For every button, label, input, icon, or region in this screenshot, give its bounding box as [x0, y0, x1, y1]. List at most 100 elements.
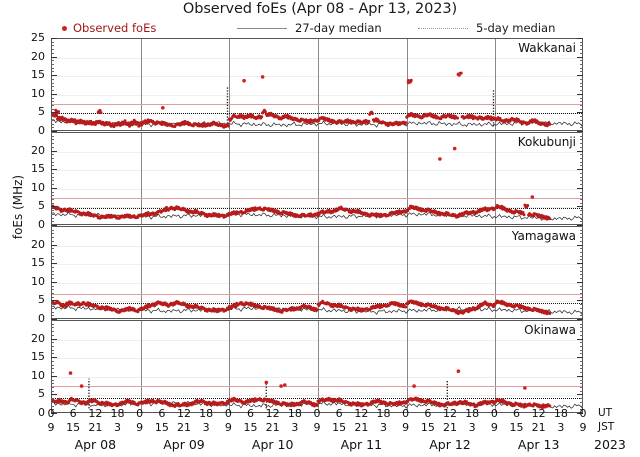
y-tick-major-right: [577, 394, 583, 396]
y-tick-minor-right: [580, 143, 583, 145]
x-tick-label-jst: 21: [354, 421, 369, 434]
y-tick-minor-right: [580, 304, 583, 306]
day-divider-line: [140, 39, 142, 130]
y-tick-label: 20: [31, 143, 45, 157]
y-tick-major-right: [577, 187, 583, 189]
y-tick-minor-right: [580, 78, 583, 80]
year-label: 2023: [594, 437, 626, 452]
y-tick-minor-right: [580, 233, 583, 235]
x-tick-label-jst: 9: [579, 421, 587, 434]
day-divider-line: [495, 39, 497, 130]
day-divider-line: [318, 227, 319, 318]
legend-solid-line-icon: [237, 27, 287, 29]
legend-item-median27[interactable]: 27-day median: [237, 20, 382, 36]
y-tick-minor-right: [580, 285, 583, 287]
y-tick-minor: [51, 233, 54, 235]
observed-outlier: [412, 384, 416, 388]
y-tick-minor: [51, 342, 54, 344]
y-tick-label: 25: [31, 31, 45, 44]
y-tick-major-right: [577, 413, 583, 414]
gridline-horizontal: [52, 170, 582, 172]
legend-item-median5[interactable]: 5-day median: [418, 20, 555, 36]
gridline-horizontal: [52, 207, 582, 209]
y-tick-minor: [51, 60, 54, 62]
x-tick-label-jst: 21: [177, 421, 191, 434]
y-tick-minor-right: [580, 45, 583, 47]
y-tick-major-right: [577, 338, 583, 340]
y-tick-minor: [51, 108, 54, 110]
x-tick-label-jst: 21: [443, 421, 457, 434]
y-tick-major-right: [577, 357, 583, 359]
y-tick-minor: [51, 240, 54, 242]
y-tick-minor-right: [580, 172, 583, 174]
y-tick-minor: [51, 202, 54, 204]
y-tick-minor-right: [580, 248, 583, 250]
y-tick-minor-right: [580, 327, 583, 329]
x-tick-label-jst: 21: [531, 421, 546, 434]
gridline-horizontal: [52, 188, 582, 190]
x-tick-label-jst: 9: [402, 421, 410, 434]
y-tick-minor-right: [580, 202, 583, 204]
y-tick-minor-right: [580, 184, 583, 186]
gridline-horizontal: [52, 395, 582, 397]
gridline-horizontal: [52, 301, 582, 303]
x-tick-label-ut: 0: [224, 407, 232, 420]
day-divider-line: [406, 321, 408, 412]
y-tick-minor: [51, 409, 54, 411]
y-tick-minor-right: [580, 386, 583, 388]
x-tick-label-jst: 9: [47, 421, 55, 434]
y-tick-minor: [51, 127, 54, 129]
gridline-horizontal: [52, 245, 582, 247]
y-tick-minor-right: [580, 237, 583, 239]
x-tick-label-ut: 0: [490, 407, 498, 420]
y-tick-minor-right: [580, 198, 583, 200]
y-tick-major-right: [577, 225, 583, 226]
x-tick-label-ut: 6: [335, 407, 343, 420]
y-tick-major-right: [577, 56, 583, 58]
day-divider-line: [495, 227, 497, 318]
ut-row-label: UT: [598, 407, 613, 419]
y-tick-label: 10: [31, 368, 45, 382]
x-tick-label-ut: 6: [424, 407, 432, 420]
y-tick-minor-right: [580, 108, 583, 110]
y-tick-minor: [51, 390, 54, 392]
observed-outlier: [68, 371, 73, 375]
y-tick-minor: [51, 119, 54, 121]
y-tick-minor-right: [580, 334, 583, 336]
station-label: Yamagawa: [511, 229, 576, 243]
x-tick-label-ut: 0: [313, 407, 321, 420]
y-tick-minor: [51, 49, 54, 51]
y-tick-minor-right: [580, 323, 583, 325]
y-tick-minor: [51, 274, 54, 276]
gridline-horizontal: [52, 76, 582, 78]
y-tick-minor-right: [580, 353, 583, 355]
y-tick-label: 0: [38, 312, 45, 325]
chart-panel-kokubunji: Kokubunji: [51, 132, 583, 225]
y-tick-minor-right: [580, 123, 583, 125]
x-tick-label-jst: 3: [468, 421, 476, 434]
y-tick-minor-right: [580, 127, 583, 129]
day-divider-line: [318, 133, 319, 224]
threshold-line: [52, 104, 582, 106]
y-tick-minor: [51, 184, 54, 186]
x-tick-label-ut: 18: [199, 407, 214, 420]
gridline-horizontal: [52, 339, 582, 341]
y-tick-minor-right: [580, 307, 583, 309]
y-tick-minor-right: [580, 210, 583, 212]
y-tick-minor: [51, 116, 54, 118]
y-tick-label: 20: [31, 331, 45, 345]
legend-dot-icon: [62, 25, 67, 31]
day-divider-line: [495, 321, 497, 412]
legend-item-observed[interactable]: Observed foEs: [62, 20, 156, 36]
y-tick-minor: [51, 97, 54, 99]
legend-label-observed: Observed foEs: [73, 21, 157, 35]
y-tick-minor-right: [580, 226, 583, 227]
y-tick-minor-right: [580, 161, 583, 163]
day-divider-line: [140, 227, 142, 318]
y-tick-minor-right: [580, 409, 583, 411]
gridline-horizontal: [52, 94, 582, 96]
y-tick-minor: [51, 45, 54, 47]
x-tick-label-ut: 0: [136, 407, 144, 420]
y-tick-minor: [51, 198, 54, 200]
x-tick-label-ut: 6: [513, 407, 520, 420]
